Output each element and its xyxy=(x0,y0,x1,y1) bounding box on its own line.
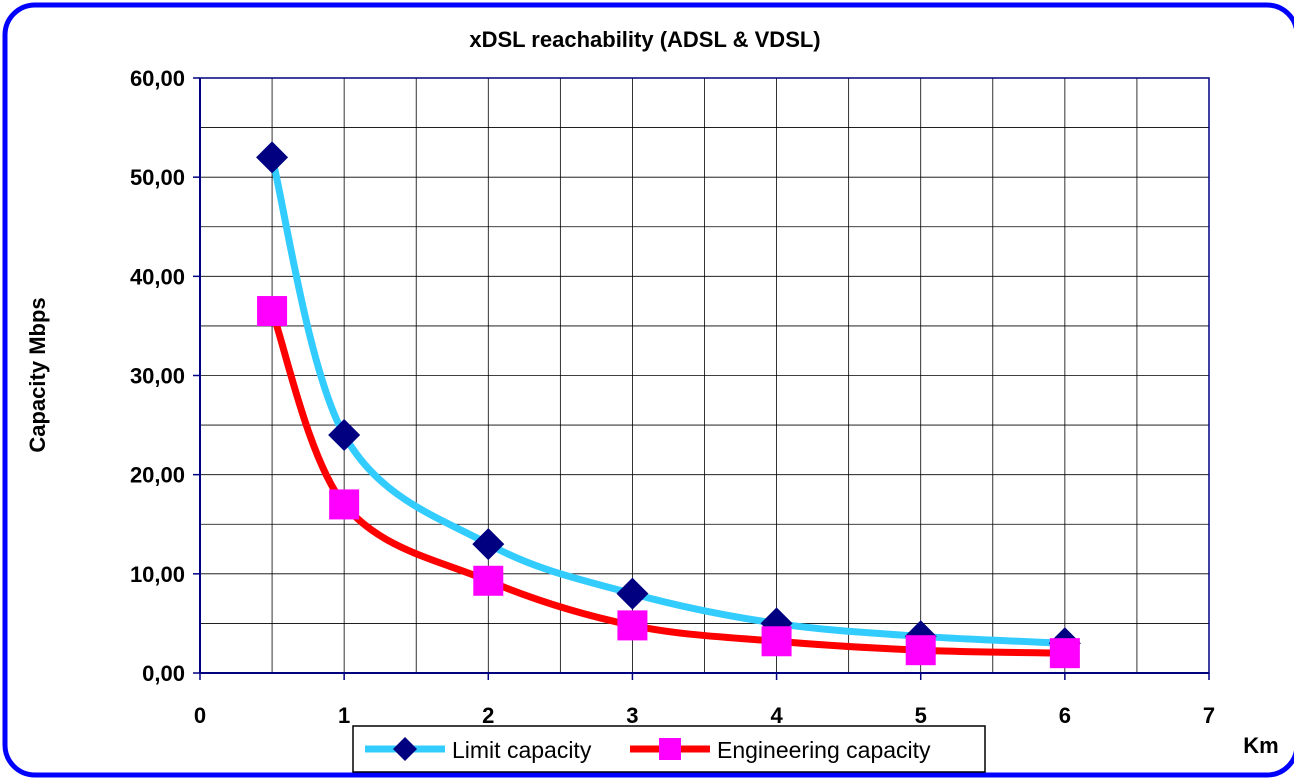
x-tick-label: 6 xyxy=(1059,703,1071,728)
data-point-engineering xyxy=(1049,638,1080,669)
legend: Limit capacity Engineering capacity xyxy=(352,725,986,773)
data-point-engineering xyxy=(761,626,792,657)
x-tick-label: 5 xyxy=(915,703,927,728)
data-point-engineering xyxy=(473,565,504,596)
x-axis-label: Km xyxy=(1243,733,1278,758)
data-point-engineering xyxy=(905,635,936,666)
y-tick-label: 20,00 xyxy=(130,463,185,488)
chart-title: xDSL reachability (ADSL & VDSL) xyxy=(469,27,820,52)
x-tick-label: 1 xyxy=(338,703,350,728)
data-point-limit xyxy=(256,141,289,174)
y-tick-label: 10,00 xyxy=(130,562,185,587)
data-point-engineering xyxy=(257,296,288,327)
x-tick-label: 3 xyxy=(626,703,638,728)
axes: 0 1 2 3 4 5 6 7 0,00 10,00 20,00 30,00 40,00 50,00 60,… xyxy=(130,66,1215,728)
x-tick-label: 0 xyxy=(194,703,206,728)
x-tick-label: 4 xyxy=(770,703,783,728)
legend-label-limit: Limit capacity xyxy=(452,737,592,763)
data-point-limit xyxy=(616,577,649,610)
legend-label-engineering: Engineering capacity xyxy=(717,737,931,763)
grid xyxy=(199,77,1210,674)
y-tick-label: 40,00 xyxy=(130,264,185,289)
y-axis-label: Capacity Mbps xyxy=(25,297,50,452)
data-point-engineering xyxy=(617,610,648,641)
x-tick-label: 2 xyxy=(482,703,494,728)
data-point-limit xyxy=(328,419,361,451)
legend-marker-engineering xyxy=(659,738,681,760)
y-tick-label: 0,00 xyxy=(142,661,185,686)
y-tick-label: 30,00 xyxy=(130,364,185,389)
data-point-engineering xyxy=(329,489,360,520)
y-tick-label: 50,00 xyxy=(130,165,185,190)
x-tick-label: 7 xyxy=(1203,703,1215,728)
legend-marker-limit xyxy=(393,737,417,761)
series xyxy=(256,141,1081,669)
series-markers xyxy=(256,141,1081,669)
y-tick-label: 60,00 xyxy=(130,66,185,91)
data-point-limit xyxy=(472,528,505,561)
